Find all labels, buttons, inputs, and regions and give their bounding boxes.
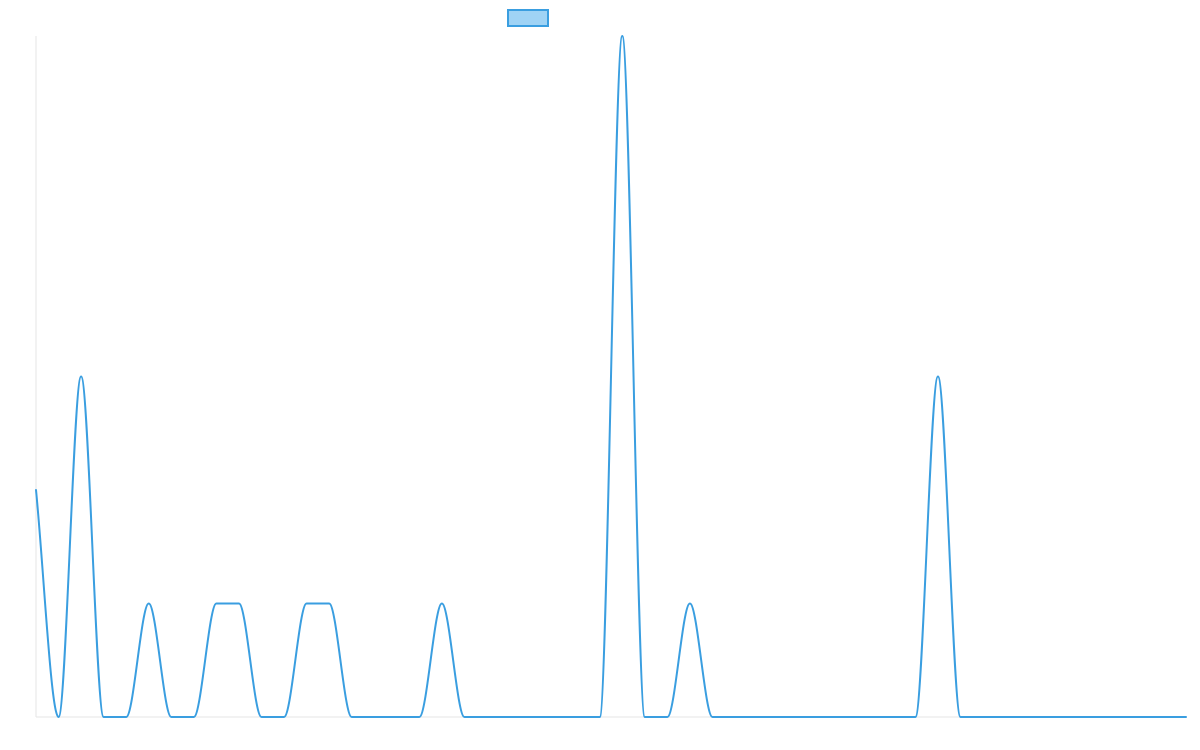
legend-swatch[interactable] [507, 9, 549, 27]
legend[interactable] [507, 9, 549, 27]
series-line-0[interactable] [35, 35, 1187, 719]
series-layer [35, 35, 1187, 719]
